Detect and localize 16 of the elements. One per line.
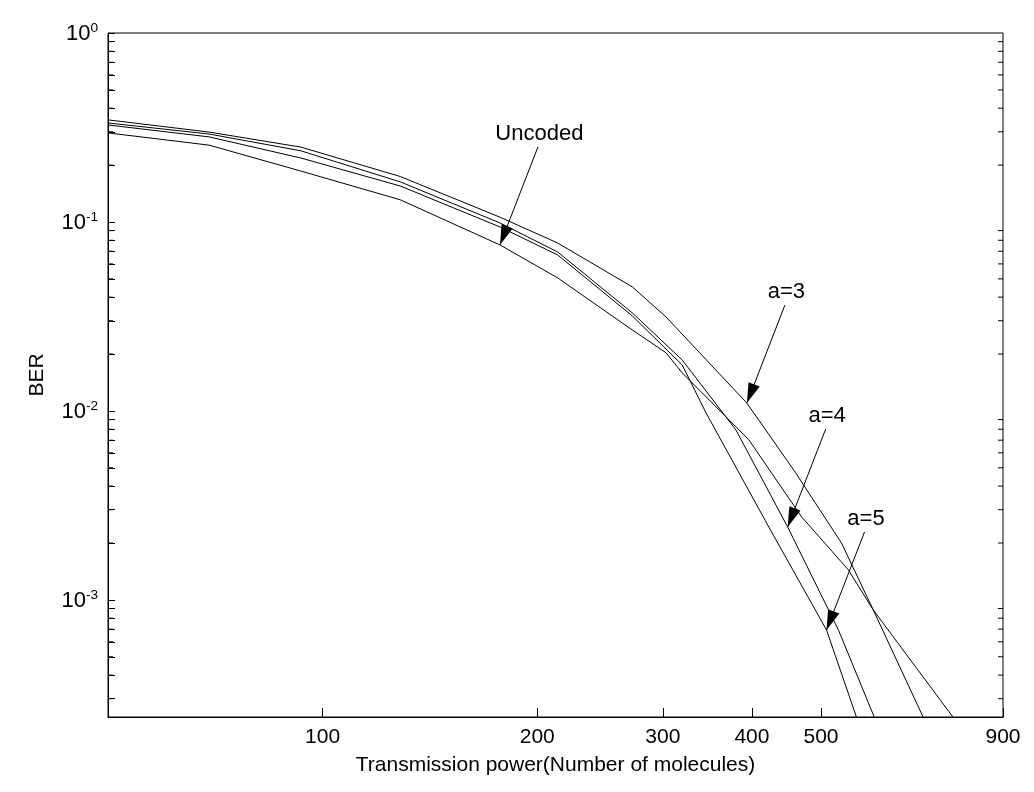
y-tick-label: 10$^{-1}$	[61, 208, 98, 234]
y-tick-label: 10$^{-2}$	[61, 397, 98, 423]
y-axis-title: BER	[24, 353, 47, 397]
annotation: a=4	[808, 401, 846, 427]
x-tick-label: 100	[305, 724, 341, 747]
x-tick-label: 900	[985, 724, 1021, 747]
annotation: a=3	[767, 277, 806, 303]
y-tick-label: 10$^{-3}$	[61, 586, 98, 612]
x-tick-label: 400	[734, 724, 770, 747]
annotation: a=5	[847, 504, 885, 530]
annotation: Uncoded	[495, 119, 584, 145]
x-axis-title: Transmission power(Number of molecules)	[355, 752, 756, 775]
y-tick-label: 10$^{0}$	[65, 19, 98, 45]
x-tick-label: 500	[803, 724, 839, 747]
x-tick-label: 300	[645, 724, 681, 747]
x-tick-label: 200	[519, 724, 555, 747]
